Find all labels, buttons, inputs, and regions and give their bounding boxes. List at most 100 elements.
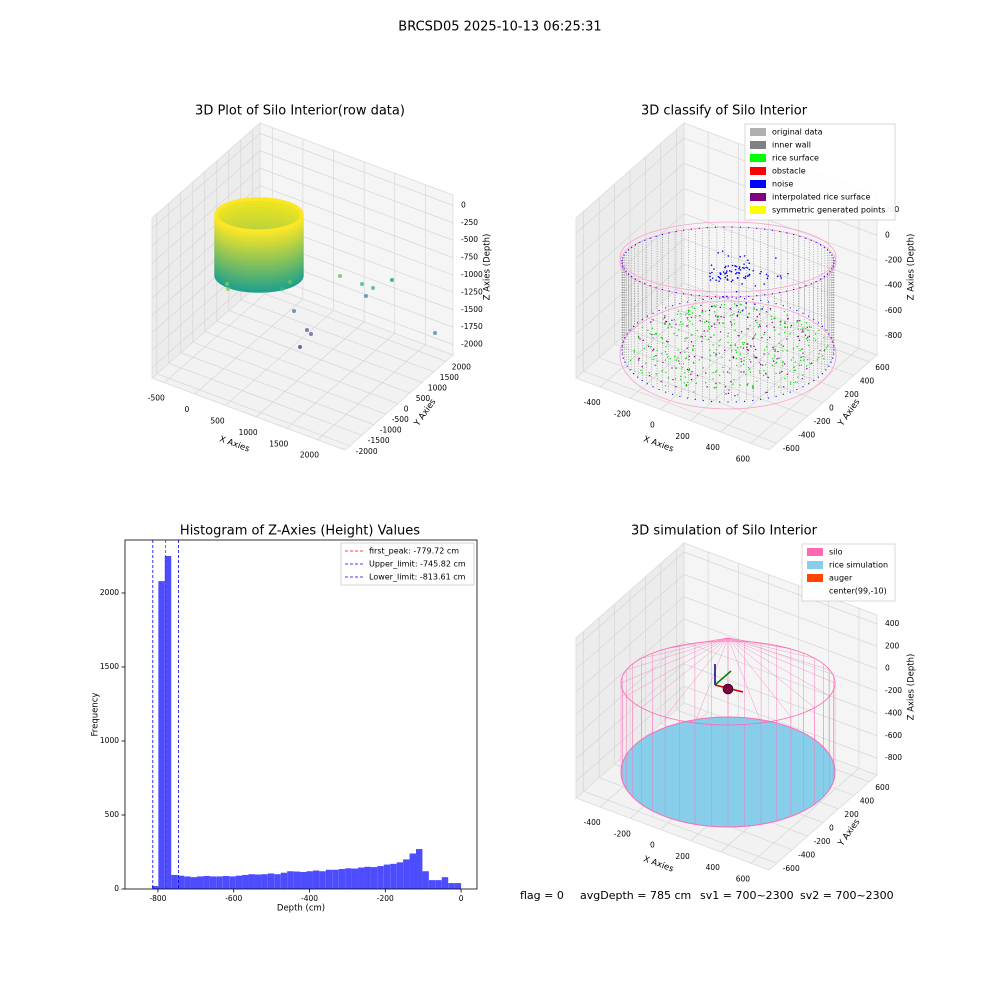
noise-point — [623, 268, 625, 270]
surface-point — [757, 326, 760, 328]
point-top — [218, 201, 300, 229]
surface-point — [746, 328, 748, 330]
noise-point — [828, 333, 830, 335]
surface-point — [756, 315, 759, 318]
surface-point — [690, 341, 693, 343]
point — [433, 331, 437, 335]
point — [371, 286, 375, 290]
noise-point — [771, 293, 773, 295]
noise-point — [799, 235, 801, 237]
surface-point — [801, 377, 803, 380]
legend-label: Lower_limit: -813.61 cm — [369, 573, 466, 582]
surface-point — [789, 383, 792, 385]
surface-point — [645, 362, 647, 364]
surface-point — [806, 326, 808, 328]
bar — [312, 870, 320, 889]
surface-point — [822, 355, 824, 357]
surface-point — [823, 358, 825, 360]
surface-point — [722, 371, 724, 373]
surface-point — [664, 323, 666, 326]
bar — [280, 872, 288, 889]
surface-point — [693, 307, 696, 310]
surface-point — [686, 368, 689, 371]
y-tick-label: -400 — [798, 851, 815, 860]
surface-point — [672, 378, 674, 381]
surface-point — [718, 374, 721, 377]
noise-point — [706, 295, 708, 297]
surface-point — [748, 313, 750, 315]
grid-line — [168, 362, 362, 436]
surface-point — [818, 329, 820, 331]
bar — [300, 871, 307, 889]
surface-point — [727, 371, 729, 373]
noise-point — [735, 265, 738, 268]
surface-point — [736, 347, 739, 349]
y-tick-label: 200 — [844, 810, 859, 819]
noise-point — [736, 304, 738, 307]
surface-point — [723, 303, 726, 306]
bar — [415, 849, 423, 889]
noise-point — [832, 341, 834, 343]
surface-point — [734, 343, 736, 345]
grid-line — [259, 133, 454, 206]
z-tick-label: 0 — [461, 200, 466, 209]
x-tick-label: 400 — [706, 863, 721, 872]
surface-point — [647, 329, 649, 331]
bar — [306, 871, 313, 889]
surface-point — [653, 333, 655, 336]
surface-point — [760, 363, 762, 366]
x-tick-label: -200 — [614, 409, 631, 418]
noise-point — [817, 322, 819, 324]
surface-point — [725, 393, 727, 395]
surface-point — [666, 353, 668, 355]
z-tick-label: -2000 — [461, 340, 483, 349]
surface-point — [747, 349, 750, 352]
surface-point — [730, 350, 733, 352]
surface-point — [786, 314, 788, 316]
surface-point — [752, 384, 754, 387]
surface-point — [647, 345, 650, 348]
surface-point — [749, 371, 752, 374]
surface-point — [689, 320, 691, 322]
noise-point — [819, 278, 822, 280]
noise-point — [639, 241, 641, 244]
noise-point — [622, 341, 624, 343]
noise-point — [710, 400, 713, 402]
bar — [293, 871, 301, 889]
z-tick-label: -200 — [885, 256, 902, 265]
surface-point — [728, 389, 730, 391]
surface-point — [784, 321, 786, 323]
surface-point — [797, 328, 799, 331]
noise-point — [754, 303, 756, 305]
surface-point — [706, 386, 708, 388]
noise-point — [745, 302, 747, 304]
surface-point — [748, 368, 751, 370]
surface-point — [667, 327, 669, 329]
noise-point — [629, 369, 631, 371]
y-tick-label: -500 — [392, 415, 409, 424]
noise-point — [721, 250, 724, 252]
silo-rim — [620, 640, 836, 726]
surface-point — [778, 357, 780, 359]
surface-point — [753, 354, 755, 357]
surface-point — [714, 315, 717, 317]
noise-point — [724, 265, 727, 268]
noise-point — [739, 268, 742, 271]
surface-point — [760, 308, 762, 311]
noise-point — [748, 268, 751, 271]
noise-point — [833, 262, 835, 264]
surface-point — [708, 314, 710, 316]
noise-point — [763, 283, 765, 285]
surface-point — [733, 319, 735, 321]
noise-point — [621, 260, 623, 262]
noise-point — [668, 232, 670, 234]
surface-point — [759, 372, 761, 374]
bar — [261, 874, 268, 889]
y-tick-label: 0 — [404, 405, 409, 414]
surface-point — [778, 333, 780, 335]
noise-point — [709, 275, 711, 278]
noise-point — [637, 322, 639, 324]
surface-point — [701, 309, 704, 312]
chart-title: 3D Plot of Silo Interior(row data) — [195, 104, 405, 119]
noise-point — [832, 265, 834, 267]
